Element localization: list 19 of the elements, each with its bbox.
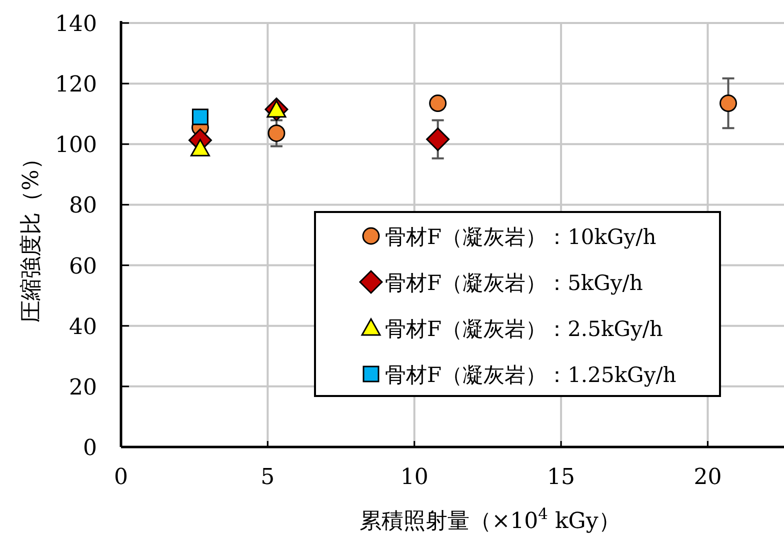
legend-label: 骨材F（凝灰岩）：2.5kGy/h bbox=[385, 317, 663, 341]
y-tick-label: 80 bbox=[69, 194, 97, 219]
y-tick-label: 120 bbox=[55, 72, 97, 98]
legend-label: 骨材F（凝灰岩）：5kGy/h bbox=[385, 271, 643, 295]
y-tick-label: 20 bbox=[69, 375, 97, 400]
x-tick-label: 10 bbox=[400, 465, 428, 490]
y-tick-label: 140 bbox=[55, 12, 97, 37]
x-tick-label: 5 bbox=[260, 465, 275, 490]
y-tick-label: 40 bbox=[69, 314, 97, 340]
x-tick-label: 20 bbox=[694, 465, 722, 490]
y-tick-label: 60 bbox=[69, 254, 97, 280]
x-tick-label: 0 bbox=[114, 465, 128, 490]
x-tick-label: 15 bbox=[547, 465, 576, 490]
y-tick-label: 100 bbox=[55, 133, 97, 158]
legend-label: 骨材F（凝灰岩）：1.25kGy/h bbox=[385, 363, 676, 387]
y-tick-label: 0 bbox=[83, 436, 97, 461]
y-axis-title: 圧縮強度比（%） bbox=[19, 148, 44, 322]
legend-label: 骨材F（凝灰岩）：10kGy/h bbox=[385, 225, 656, 249]
x-axis-title: 累積照射量（×10$^{4}$ kGy） bbox=[360, 505, 620, 534]
